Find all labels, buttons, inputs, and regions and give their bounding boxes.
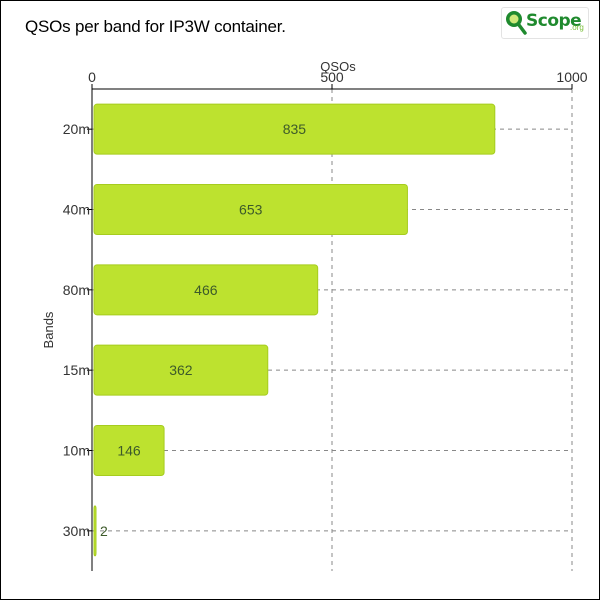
bar-80m: [93, 264, 319, 316]
bar-label-30m: 2: [100, 523, 108, 539]
y-tick-label-10m: 10m: [63, 443, 90, 459]
magnifier-icon: [506, 11, 527, 35]
chart-title: QSOs per band for IP3W container.: [25, 17, 286, 36]
bar-label-10m: 146: [117, 443, 141, 459]
qscope-logo[interactable]: Scope .org: [501, 7, 589, 39]
bar-10m: [93, 425, 165, 476]
bar-label-80m: 466: [194, 282, 218, 298]
bar-label-20m: 835: [283, 121, 307, 137]
y-axis-title: Bands: [41, 311, 56, 348]
bar-20m: [93, 103, 496, 155]
x-tick-label-500: 500: [320, 69, 344, 85]
x-tick-label-0: 0: [88, 69, 96, 85]
y-tick-label-20m: 20m: [63, 121, 90, 137]
x-axis-title: QSOs: [320, 59, 356, 74]
x-tick-label-1000: 1000: [556, 69, 587, 85]
bar-15m: [93, 344, 269, 396]
bar-40m: [93, 184, 408, 235]
y-tick-label-80m: 80m: [63, 282, 90, 298]
logo-subtext: .org: [570, 23, 584, 32]
y-tick-label-15m: 15m: [63, 362, 90, 378]
bar-30m: [93, 505, 97, 557]
y-tick-label-40m: 40m: [63, 202, 90, 218]
logo-text: Scope: [526, 11, 582, 31]
bar-label-40m: 653: [239, 202, 263, 218]
bar-label-15m: 362: [169, 362, 193, 378]
y-tick-label-30m: 30m: [63, 523, 90, 539]
